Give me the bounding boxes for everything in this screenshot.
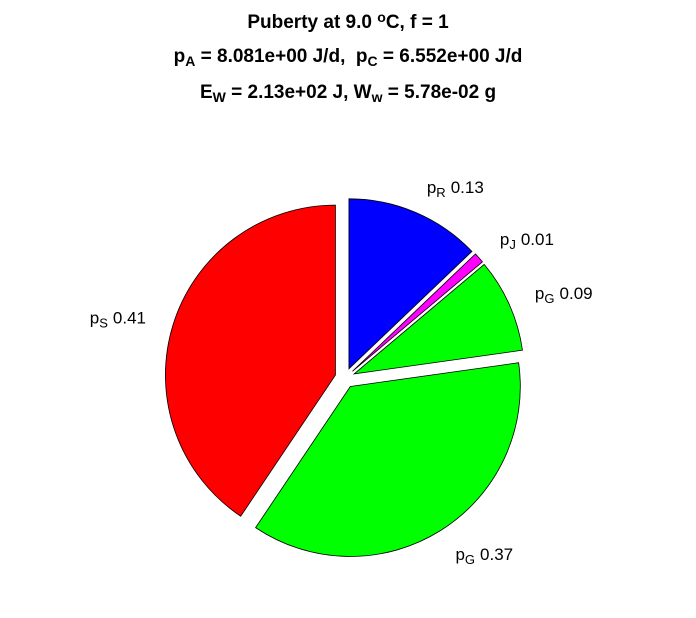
label-name: p bbox=[90, 308, 99, 327]
pie-slice bbox=[352, 263, 523, 375]
slice-label: pR 0.13 bbox=[427, 178, 484, 200]
label-value: 0.09 bbox=[560, 284, 593, 303]
slice-label: pG 0.09 bbox=[535, 284, 593, 306]
pie-slice bbox=[165, 204, 336, 517]
label-name: p bbox=[455, 545, 464, 564]
label-subscript: S bbox=[99, 315, 108, 330]
pie-slice bbox=[348, 198, 473, 370]
label-value: 0.01 bbox=[521, 230, 554, 249]
title-text: = 8.081e+00 J/d, p bbox=[195, 46, 367, 67]
chart-title: pA = 8.081e+00 J/d, pC = 6.552e+00 J/d bbox=[174, 46, 523, 69]
title-text: E bbox=[200, 82, 213, 103]
label-value: 0.37 bbox=[480, 545, 513, 564]
label-value: 0.41 bbox=[113, 308, 146, 327]
title-text: = 2.13e+02 J, W bbox=[226, 82, 372, 103]
title-text: Puberty at 9.0 bbox=[247, 12, 377, 33]
title-subscript: A bbox=[185, 53, 195, 69]
label-value: 0.13 bbox=[451, 178, 484, 197]
slice-label: pS 0.41 bbox=[90, 308, 146, 330]
label-subscript: J bbox=[509, 237, 516, 252]
label-name: p bbox=[427, 178, 436, 197]
label-subscript: G bbox=[465, 552, 475, 567]
title-superscript: o bbox=[377, 9, 386, 25]
chart-title: Puberty at 9.0 oC, f = 1 bbox=[247, 9, 449, 33]
title-text: C, f = 1 bbox=[386, 12, 449, 33]
slice-label: pJ 0.01 bbox=[500, 230, 554, 252]
label-subscript: R bbox=[436, 185, 445, 200]
pie-slice bbox=[352, 253, 484, 372]
slice-label: pG 0.37 bbox=[455, 545, 513, 567]
label-subscript: G bbox=[544, 291, 554, 306]
title-subscript: C bbox=[368, 53, 378, 69]
chart-title: EW = 2.13e+02 J, Ww = 5.78e-02 g bbox=[200, 82, 496, 105]
title-subscript: W bbox=[213, 89, 227, 105]
pie-slice bbox=[255, 362, 521, 557]
title-text: = 5.78e-02 g bbox=[383, 82, 497, 103]
title-text: = 6.552e+00 J/d bbox=[378, 46, 523, 67]
label-name: p bbox=[500, 230, 509, 249]
title-text: p bbox=[174, 46, 186, 67]
title-subscript: w bbox=[371, 89, 383, 105]
label-name: p bbox=[535, 284, 544, 303]
